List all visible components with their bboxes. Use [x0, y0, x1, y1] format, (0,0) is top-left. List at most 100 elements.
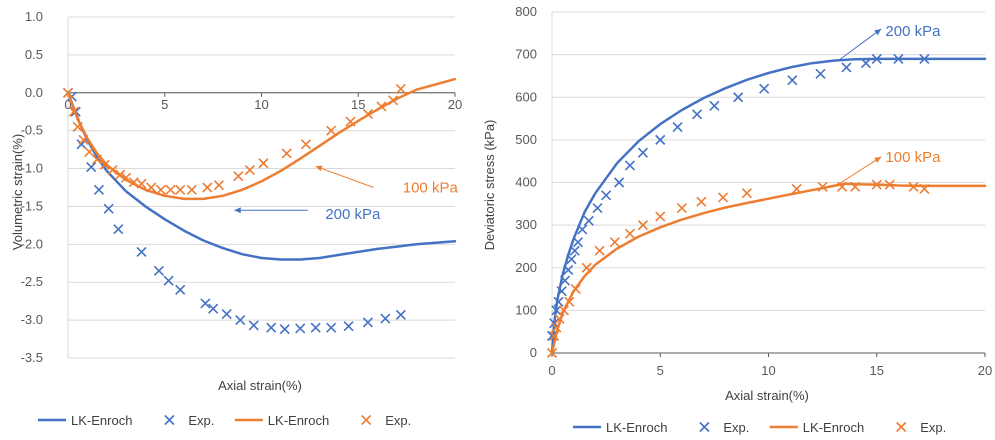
- x-axis-label: Axial strain(%): [725, 388, 809, 403]
- data-point-marker: [919, 183, 930, 194]
- x-tick-label: 15: [351, 97, 365, 112]
- data-point-marker: [72, 121, 83, 132]
- data-point-marker: [551, 322, 562, 333]
- data-point-marker: [175, 284, 186, 295]
- y-tick-label: 0.0: [25, 85, 43, 100]
- arrow-head: [315, 165, 323, 172]
- data-point-marker: [266, 322, 277, 333]
- y-tick-label: -3.0: [21, 312, 43, 327]
- data-point-marker: [86, 161, 97, 173]
- data-point-marker: [208, 303, 219, 314]
- data-point-marker: [553, 296, 564, 307]
- data-point-marker: [388, 95, 399, 106]
- data-point-marker: [343, 321, 354, 332]
- volumetric-strain-chart: 1.0 0.5 0.0 -0.5 -1.0 -1.5 -2.0 -2.5 -3.0 -3.5 0 5…: [10, 9, 462, 428]
- data-point-marker: [791, 183, 802, 194]
- y-tick-label: -3.5: [21, 350, 43, 365]
- data-point-marker: [163, 275, 174, 286]
- annotation-arrow: [837, 156, 882, 186]
- annotation-arrow: [837, 28, 882, 62]
- data-point-marker: [362, 108, 373, 120]
- series-layer: [546, 53, 987, 359]
- data-point-marker: [233, 171, 244, 182]
- data-point-marker: [696, 196, 707, 207]
- x-tick-label: 5: [161, 97, 168, 112]
- data-point-marker: [380, 313, 391, 324]
- data-point-marker: [146, 182, 157, 193]
- legend-marker-swatch: [164, 414, 175, 426]
- legend-label: Exp.: [385, 413, 411, 428]
- data-point-marker: [609, 237, 620, 248]
- data-point-marker: [345, 116, 356, 127]
- data-point-marker: [115, 169, 126, 180]
- data-point-marker: [691, 109, 703, 120]
- data-point-marker: [884, 179, 895, 190]
- data-point-marker: [244, 165, 255, 176]
- y-tick-label: 200: [515, 260, 537, 275]
- data-point-marker: [563, 264, 574, 275]
- annotation-label: 100 kPa: [403, 180, 459, 197]
- data-point-marker: [62, 87, 74, 98]
- y-tick-label: -1.5: [21, 198, 43, 213]
- data-point-marker: [165, 184, 176, 195]
- data-point-marker: [326, 322, 337, 333]
- legend-label: Exp.: [188, 413, 214, 428]
- legend-label: LK-Enroch: [71, 413, 132, 428]
- annotation-label: 200 kPa: [325, 206, 381, 223]
- data-point-marker: [559, 275, 571, 286]
- data-point-marker: [155, 184, 166, 195]
- data-point-marker: [546, 347, 558, 359]
- data-point-marker: [672, 122, 683, 133]
- data-point-marker: [566, 254, 577, 265]
- data-point-marker: [624, 228, 636, 239]
- data-point-marker: [787, 75, 798, 86]
- data-point-marker: [733, 92, 744, 103]
- data-point-marker: [107, 165, 118, 176]
- data-point-marker: [601, 190, 612, 201]
- x-tick-label: 10: [761, 363, 775, 378]
- axes: [551, 12, 986, 357]
- arrow-head: [874, 29, 882, 36]
- data-point-marker: [128, 177, 139, 188]
- data-point-marker: [908, 181, 919, 192]
- data-point-marker: [581, 262, 592, 273]
- x-tick-label: 20: [448, 97, 462, 112]
- data-point-marker: [84, 146, 95, 157]
- x-tick-label: 5: [657, 363, 664, 378]
- axes: [67, 17, 456, 358]
- y-tick-labels: 0 100 200 300 400 500 600 700 800: [515, 4, 537, 360]
- annotations: 200 kPa 100 kPa: [837, 23, 941, 186]
- arrow-head: [874, 156, 882, 163]
- data-point-marker: [258, 158, 269, 169]
- data-point-marker: [120, 172, 132, 183]
- data-point-marker: [202, 182, 213, 193]
- data-point-marker: [817, 181, 828, 192]
- y-tick-label: 300: [515, 217, 537, 232]
- data-point-marker: [569, 245, 580, 256]
- data-point-marker: [362, 317, 373, 328]
- series-line-2: [550, 182, 987, 355]
- data-point-marker: [395, 83, 406, 95]
- y-tick-label: -0.5: [21, 123, 43, 138]
- y-tick-label: 0.5: [25, 47, 43, 62]
- x-tick-labels: 0 5 10 15 20: [548, 363, 992, 378]
- legend-label: LK-Enroch: [606, 420, 667, 435]
- data-point-marker: [78, 134, 89, 145]
- data-point-marker: [558, 305, 569, 316]
- y-axis-label: Volumetric strain(%): [10, 134, 25, 250]
- data-point-marker: [300, 139, 312, 150]
- data-point-marker: [815, 68, 826, 79]
- data-point-marker: [709, 100, 720, 111]
- data-point-marker: [717, 192, 729, 203]
- data-point-marker: [841, 62, 852, 73]
- y-tick-label: 1.0: [25, 9, 43, 24]
- series-line-0: [550, 57, 987, 355]
- y-tick-label: -2.0: [21, 236, 43, 251]
- x-tick-labels: 0 5 10 15 20: [64, 97, 462, 112]
- data-point-marker: [549, 330, 560, 342]
- data-point-marker: [551, 305, 562, 316]
- y-tick-labels: 1.0 0.5 0.0 -0.5 -1.0 -1.5 -2.0 -2.5 -3.0 -3.5: [21, 9, 43, 365]
- data-point-marker: [556, 286, 567, 297]
- data-point-marker: [624, 160, 636, 171]
- data-point-marker: [850, 181, 861, 192]
